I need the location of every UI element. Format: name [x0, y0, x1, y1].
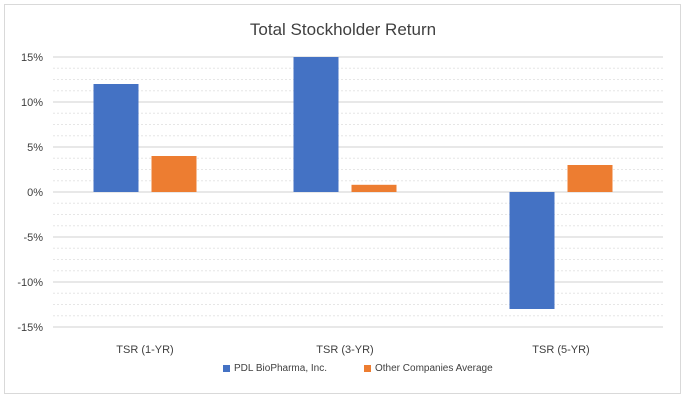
- y-tick-label: 5%: [27, 142, 43, 154]
- chart-title: Total Stockholder Return: [250, 20, 436, 39]
- bar-other-companies-average-2: [351, 184, 397, 192]
- y-tick-label: -5%: [23, 232, 43, 244]
- bar-pdl-biopharma-inc-3: [509, 192, 555, 309]
- bar-pdl-biopharma-inc-1: [93, 84, 139, 192]
- y-tick-label: 10%: [21, 97, 43, 109]
- legend-swatch: [223, 365, 230, 372]
- chart-frame: Total Stockholder Return 15% 10% 5% 0% -5% -1…: [4, 4, 681, 394]
- bars: [93, 57, 613, 309]
- legend-label: Other Companies Average: [375, 363, 493, 374]
- legend-label: PDL BioPharma, Inc.: [234, 363, 327, 374]
- bar-chart: Total Stockholder Return 15% 10% 5% 0% -5% -1…: [17, 20, 663, 374]
- bar-other-companies-average-1: [151, 156, 197, 192]
- y-tick-label: -10%: [17, 277, 43, 289]
- x-axis-labels: TSR (1-YR) TSR (3-YR) TSR (5-YR): [116, 344, 589, 356]
- x-category-label: TSR (3-YR): [316, 344, 373, 356]
- y-axis-ticks: 15% 10% 5% 0% -5% -10% -15%: [17, 52, 43, 334]
- y-tick-label: 15%: [21, 52, 43, 64]
- legend-swatch: [364, 365, 371, 372]
- y-tick-label: 0%: [27, 187, 43, 199]
- bar-other-companies-average-3: [567, 165, 613, 192]
- legend: PDL BioPharma, Inc. Other Companies Avera…: [223, 363, 493, 374]
- x-category-label: TSR (1-YR): [116, 344, 173, 356]
- x-category-label: TSR (5-YR): [532, 344, 589, 356]
- bar-pdl-biopharma-inc-2: [293, 57, 339, 192]
- y-tick-label: -15%: [17, 322, 43, 334]
